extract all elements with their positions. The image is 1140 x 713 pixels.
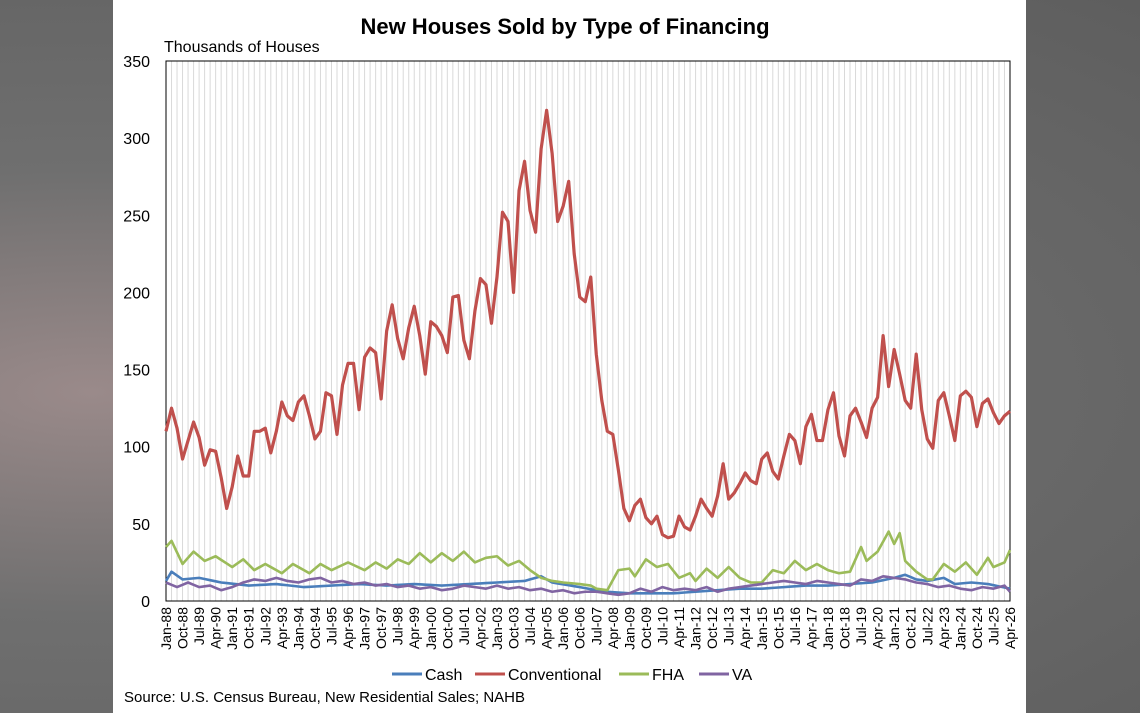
x-tick-label: Apr-26	[1002, 607, 1018, 649]
x-tick-label: Apr-90	[208, 607, 224, 649]
legend-label-va: VA	[732, 667, 752, 684]
x-tick-label: Oct-12	[704, 607, 720, 649]
x-tick-label: Jan-03	[489, 607, 505, 650]
x-tick-label: Jul-92	[257, 607, 273, 645]
x-tick-label: Oct-15	[770, 607, 786, 649]
x-tick-label: Jul-13	[721, 607, 737, 645]
x-tick-label: Jan-18	[820, 607, 836, 650]
x-tick-label: Jul-07	[588, 607, 604, 645]
x-tick-label: Jul-95	[323, 607, 339, 645]
x-tick-label: Oct-97	[373, 607, 389, 649]
y-tick-label: 50	[132, 517, 150, 534]
gridlines	[165, 61, 1011, 601]
y-tick-label: 150	[123, 363, 150, 380]
y-tick-label: 300	[123, 131, 150, 148]
x-tick-label: Jul-01	[456, 607, 472, 645]
legend-label-conventional: Conventional	[508, 667, 601, 684]
x-tick-label: Apr-99	[406, 607, 422, 649]
x-tick-label: Jul-22	[919, 607, 935, 645]
x-tick-label: Jan-12	[688, 607, 704, 650]
chart-title: New Houses Sold by Type of Financing	[360, 14, 769, 39]
x-tick-label: Apr-93	[274, 607, 290, 649]
x-tick-label: Apr-02	[472, 607, 488, 649]
x-tick-label: Jan-21	[886, 607, 902, 650]
x-tick-label: Apr-96	[340, 607, 356, 649]
x-tick-label: Apr-20	[870, 607, 886, 649]
x-tick-label: Oct-94	[307, 607, 323, 649]
y-tick-label: 100	[123, 440, 150, 457]
x-tick-label: Apr-05	[539, 607, 555, 649]
legend-label-cash: Cash	[425, 667, 462, 684]
series-line-fha	[165, 530, 1012, 592]
x-tick-label: Oct-24	[969, 607, 985, 649]
x-tick-label: Jan-94	[290, 607, 306, 650]
x-tick-label: Oct-00	[439, 607, 455, 649]
x-tick-label: Jul-19	[853, 607, 869, 645]
x-tick-label: Apr-08	[605, 607, 621, 649]
x-tick-label: Oct-21	[903, 607, 919, 649]
x-tick-label: Jan-09	[621, 607, 637, 650]
y-axis: 0 50 100 150 200 250 300 350	[123, 54, 150, 611]
x-tick-label: Oct-03	[506, 607, 522, 649]
y-axis-label: Thousands of Houses	[164, 39, 320, 56]
x-tick-label: Oct-06	[572, 607, 588, 649]
series-lines	[164, 108, 1012, 597]
x-tick-label: Jan-97	[357, 607, 373, 650]
x-tick-label: Apr-11	[671, 607, 687, 648]
x-tick-label: Jan-91	[224, 607, 240, 650]
x-tick-label: Apr-14	[737, 607, 753, 649]
x-tick-label: Jan-15	[754, 607, 770, 650]
x-tick-label: Apr-17	[803, 607, 819, 649]
plot-area	[165, 60, 1011, 602]
x-tick-label: Oct-88	[175, 607, 191, 649]
series-line-conventional	[164, 108, 1012, 540]
x-tick-label: Jul-04	[522, 607, 538, 645]
x-tick-label: Jul-16	[787, 607, 803, 645]
x-tick-label: Jul-98	[390, 607, 406, 645]
x-tick-label: Jan-00	[423, 607, 439, 650]
legend: Cash Conventional FHA VA	[392, 667, 752, 684]
x-tick-label: Jan-06	[555, 607, 571, 650]
series-line-va	[165, 575, 1011, 597]
y-tick-label: 250	[123, 208, 150, 225]
source-note: Source: U.S. Census Bureau, New Resident…	[124, 689, 525, 706]
y-tick-label: 0	[141, 594, 150, 611]
x-tick-label: Jan-88	[158, 607, 174, 650]
x-tick-label: Oct-18	[837, 607, 853, 649]
y-tick-label: 350	[123, 54, 150, 71]
y-tick-label: 200	[123, 285, 150, 302]
x-axis: Jan-88 Oct-88 Jul-89 Apr-90 Jan-91 Oct-91 Jul-…	[158, 607, 1018, 650]
x-tick-label: Oct-09	[638, 607, 654, 649]
x-tick-label: Jan-24	[952, 607, 968, 650]
series-line-cash	[164, 570, 1011, 595]
x-tick-label: Jul-25	[985, 607, 1001, 645]
x-tick-label: Apr-23	[936, 607, 952, 649]
legend-label-fha: FHA	[652, 667, 684, 684]
x-tick-label: Jul-10	[654, 607, 670, 645]
x-tick-label: Oct-91	[241, 607, 257, 649]
x-tick-label: Jul-89	[191, 607, 207, 645]
